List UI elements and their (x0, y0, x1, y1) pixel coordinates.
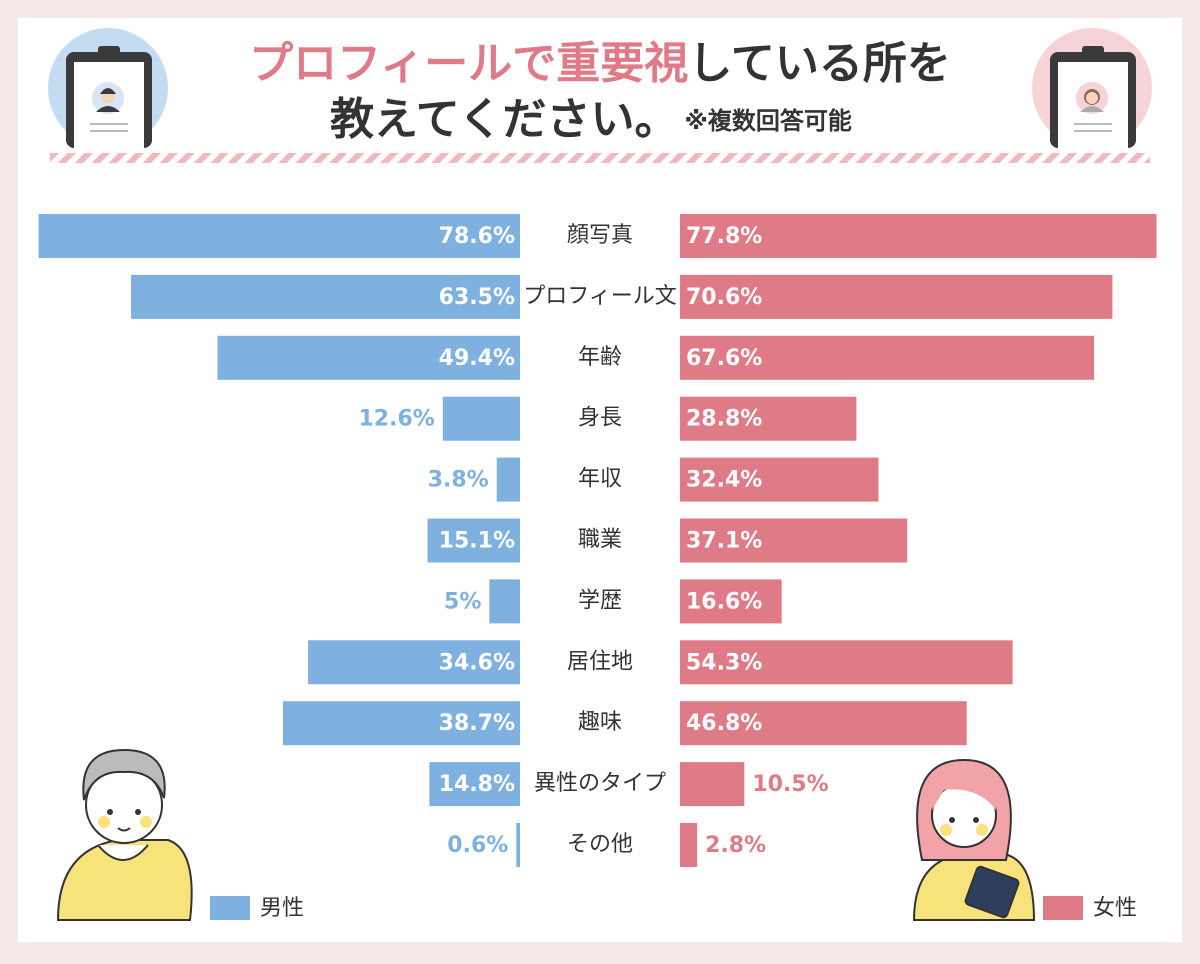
bar (680, 579, 782, 624)
category-label: その他 (567, 832, 633, 857)
category-label: 学歴 (578, 588, 622, 613)
value-label: 78.6% (439, 224, 515, 249)
category-label: 身長 (578, 406, 622, 431)
category-label: 居住地 (567, 649, 633, 674)
value-label: 10.5% (752, 772, 828, 797)
value-label: 2.8% (705, 833, 766, 858)
bar (427, 518, 520, 563)
category-label: 顔写真 (567, 223, 633, 248)
value-label: 34.6% (439, 650, 515, 675)
female-illustration (912, 758, 1036, 921)
legend-label: 男性 (260, 896, 304, 921)
value-label: 0.6% (447, 833, 508, 858)
value-label: 28.8% (686, 407, 762, 432)
value-label: 3.8% (428, 468, 489, 493)
chart-title-line2: 教えてください。 ※複数回答可能 (330, 94, 852, 145)
male-profile-icon (48, 28, 168, 148)
bar (282, 701, 520, 746)
bar (489, 579, 520, 624)
title-highlight: プロフィールで重要視 (249, 38, 688, 89)
value-label: 54.3% (686, 650, 762, 675)
male-illustration (56, 748, 193, 921)
category-label: 趣味 (578, 710, 622, 735)
category-label: 職業 (578, 528, 622, 553)
bar (217, 335, 521, 380)
value-label: 37.1% (686, 529, 762, 554)
bar (516, 823, 520, 867)
bar (131, 274, 520, 319)
legend-swatch (210, 896, 250, 920)
female-profile-icon (1032, 28, 1152, 148)
bar (680, 701, 967, 746)
value-label: 12.6% (358, 407, 434, 432)
bar (38, 214, 520, 258)
value-label: 15.1% (439, 529, 515, 554)
value-label: 63.5% (439, 285, 515, 310)
value-label: 16.6% (686, 589, 762, 614)
value-label: 77.8% (686, 224, 762, 249)
category-label: 年齢 (578, 345, 622, 370)
value-label: 46.8% (686, 711, 762, 736)
bar (496, 457, 520, 502)
bar (680, 518, 908, 563)
value-label: 32.4% (686, 468, 762, 493)
value-label: 49.4% (439, 346, 515, 371)
category-label: 年収 (578, 467, 622, 492)
legend-label: 女性 (1093, 896, 1137, 921)
bar (442, 396, 520, 441)
value-label: 5% (444, 589, 481, 614)
bar (680, 214, 1157, 258)
bar (680, 396, 857, 441)
title-divider (50, 153, 1150, 163)
bar (680, 823, 698, 867)
category-label: 異性のタイプ (534, 771, 666, 796)
category-label: プロフィール文 (523, 284, 677, 309)
bar (680, 640, 1013, 685)
title-text: 教えてください。 (330, 94, 678, 145)
bar (680, 274, 1113, 319)
bar (680, 457, 879, 502)
chart-title: プロフィールで重要視している所を (249, 38, 951, 89)
legend-swatch (1043, 896, 1083, 920)
bar (429, 762, 520, 807)
bar (680, 335, 1095, 380)
value-label: 67.6% (686, 346, 762, 371)
title-note: ※複数回答可能 (684, 107, 851, 135)
bar (308, 640, 520, 685)
value-label: 70.6% (686, 285, 762, 310)
title-text: している所を (688, 38, 951, 89)
bar (680, 762, 745, 807)
value-label: 38.7% (439, 711, 515, 736)
value-label: 14.8% (439, 772, 515, 797)
